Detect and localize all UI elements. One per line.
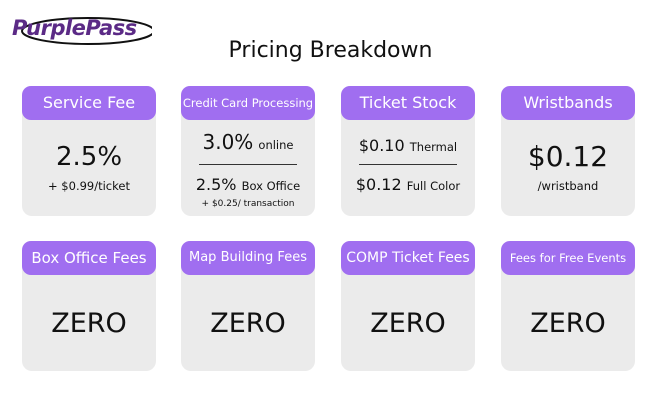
purplepass-logo: PurplePass	[10, 10, 152, 50]
ticket-stock-color-value: $0.12	[355, 175, 402, 194]
service-fee-sub: + $0.99/ticket	[48, 179, 130, 193]
map-building-fees-card: Map Building Fees ZERO	[181, 241, 315, 371]
page-title: Pricing Breakdown	[228, 38, 433, 63]
wristbands-sub: /wristband	[537, 179, 599, 193]
ticket-stock-thermal-unit: Thermal	[409, 140, 458, 154]
box-office-fees-value: ZERO	[51, 308, 127, 339]
comp-ticket-fees-header: COMP Ticket Fees	[341, 241, 475, 275]
box-office-fees-card: Box Office Fees ZERO	[22, 241, 156, 371]
credit-card-header: Credit Card Processing	[181, 86, 315, 120]
ticket-stock-divider	[359, 164, 457, 165]
credit-card-divider	[199, 164, 297, 165]
logo-wordmark: PurplePass	[12, 16, 137, 40]
comp-ticket-fees-card: COMP Ticket Fees ZERO	[341, 241, 475, 371]
ticket-stock-color-line: $0.12 Full Color	[341, 175, 475, 194]
box-office-fees-header: Box Office Fees	[22, 241, 156, 275]
comp-ticket-fees-value: ZERO	[370, 308, 446, 339]
service-fee-header: Service Fee	[22, 86, 156, 120]
ticket-stock-thermal-line: $0.10 Thermal	[341, 136, 475, 155]
ticket-stock-thermal-value: $0.10	[358, 136, 405, 155]
wristbands-value: $0.12	[527, 140, 609, 173]
credit-card-online-line: 3.0% online	[181, 130, 315, 154]
credit-card-box-sub: + $0.25/ transaction	[201, 199, 295, 209]
credit-card-box-value: 2.5%	[195, 175, 237, 194]
ticket-stock-color-unit: Full Color	[406, 179, 461, 193]
free-events-fees-card: Fees for Free Events ZERO	[501, 241, 635, 371]
map-building-fees-header: Map Building Fees	[181, 241, 315, 275]
service-fee-value: 2.5%	[55, 142, 123, 172]
free-events-fees-value: ZERO	[530, 308, 606, 339]
credit-card-online-value: 3.0%	[202, 130, 254, 154]
wristbands-card: Wristbands $0.12 /wristband	[501, 86, 635, 216]
free-events-fees-header: Fees for Free Events	[501, 241, 635, 275]
credit-card-box-unit: Box Office	[241, 179, 301, 193]
credit-card-online-unit: online	[258, 138, 294, 152]
logo-swoosh-icon	[21, 17, 152, 45]
ticket-stock-card: Ticket Stock $0.10 Thermal $0.12 Full Co…	[341, 86, 475, 216]
ticket-stock-header: Ticket Stock	[341, 86, 475, 120]
wristbands-header: Wristbands	[501, 86, 635, 120]
map-building-fees-value: ZERO	[210, 308, 286, 339]
credit-card-processing-card: Credit Card Processing 3.0% online 2.5% …	[181, 86, 315, 216]
credit-card-box-line: 2.5% Box Office	[181, 175, 315, 194]
service-fee-card: Service Fee 2.5% + $0.99/ticket	[22, 86, 156, 216]
